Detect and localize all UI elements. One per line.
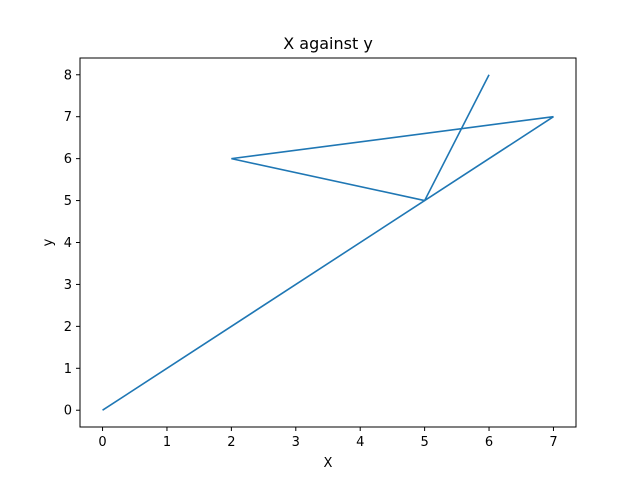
y-tick-label: 3 xyxy=(64,278,72,293)
x-tick-label: 3 xyxy=(292,435,300,450)
y-tick-label: 7 xyxy=(64,110,72,125)
x-axis-label: X xyxy=(324,456,333,471)
plot-frame xyxy=(79,57,577,428)
x-tick-label: 7 xyxy=(549,435,557,450)
y-tick-label: 6 xyxy=(64,152,72,167)
chart-title: X against y xyxy=(283,34,373,53)
x-tick-label: 4 xyxy=(356,435,364,450)
y-tick-label: 5 xyxy=(64,194,72,209)
x-tick-label: 1 xyxy=(163,435,171,450)
y-tick-label: 1 xyxy=(64,362,72,377)
y-tick-label: 0 xyxy=(64,404,72,419)
y-tick-label: 8 xyxy=(64,68,72,83)
y-axis-label: y xyxy=(41,238,56,246)
x-tick-label: 2 xyxy=(227,435,235,450)
x-tick-label: 5 xyxy=(420,435,428,450)
series-line-0 xyxy=(102,74,554,411)
series-layer xyxy=(102,74,554,411)
x-tick-label: 6 xyxy=(485,435,493,450)
ticks-layer: 0 1 2 3 4 5 6 7 0 1 2 3 4 5 6 7 8 xyxy=(64,68,558,450)
y-tick-label: 4 xyxy=(64,236,72,251)
x-tick-label: 0 xyxy=(98,435,106,450)
y-tick-label: 2 xyxy=(64,320,72,335)
